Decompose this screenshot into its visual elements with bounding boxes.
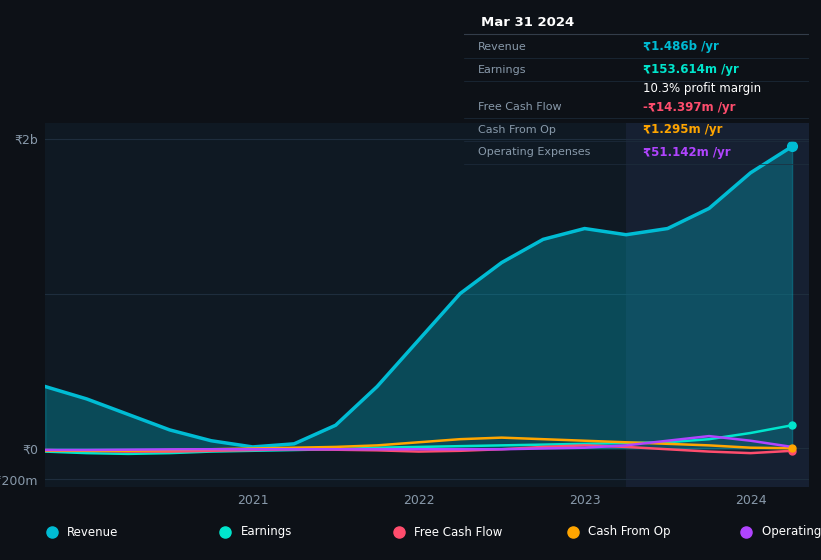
- Text: Operating Expenses: Operating Expenses: [478, 147, 590, 157]
- Text: Mar 31 2024: Mar 31 2024: [481, 16, 575, 29]
- Text: ₹51.142m /yr: ₹51.142m /yr: [643, 146, 731, 159]
- Text: Earnings: Earnings: [241, 525, 292, 539]
- Bar: [626, 123, 809, 487]
- Text: -₹14.397m /yr: -₹14.397m /yr: [643, 100, 736, 114]
- Text: Earnings: Earnings: [478, 64, 526, 74]
- Text: Operating Expenses: Operating Expenses: [762, 525, 821, 539]
- Text: ₹153.614m /yr: ₹153.614m /yr: [643, 63, 739, 76]
- Text: ₹1.295m /yr: ₹1.295m /yr: [643, 123, 722, 136]
- Text: ₹1.486b /yr: ₹1.486b /yr: [643, 40, 719, 53]
- Text: Free Cash Flow: Free Cash Flow: [478, 102, 562, 112]
- Text: 10.3% profit margin: 10.3% profit margin: [643, 82, 761, 95]
- Text: Free Cash Flow: Free Cash Flow: [415, 525, 502, 539]
- Text: Cash From Op: Cash From Op: [588, 525, 671, 539]
- Text: Cash From Op: Cash From Op: [478, 125, 556, 135]
- Text: Revenue: Revenue: [67, 525, 118, 539]
- Text: Revenue: Revenue: [478, 42, 526, 52]
